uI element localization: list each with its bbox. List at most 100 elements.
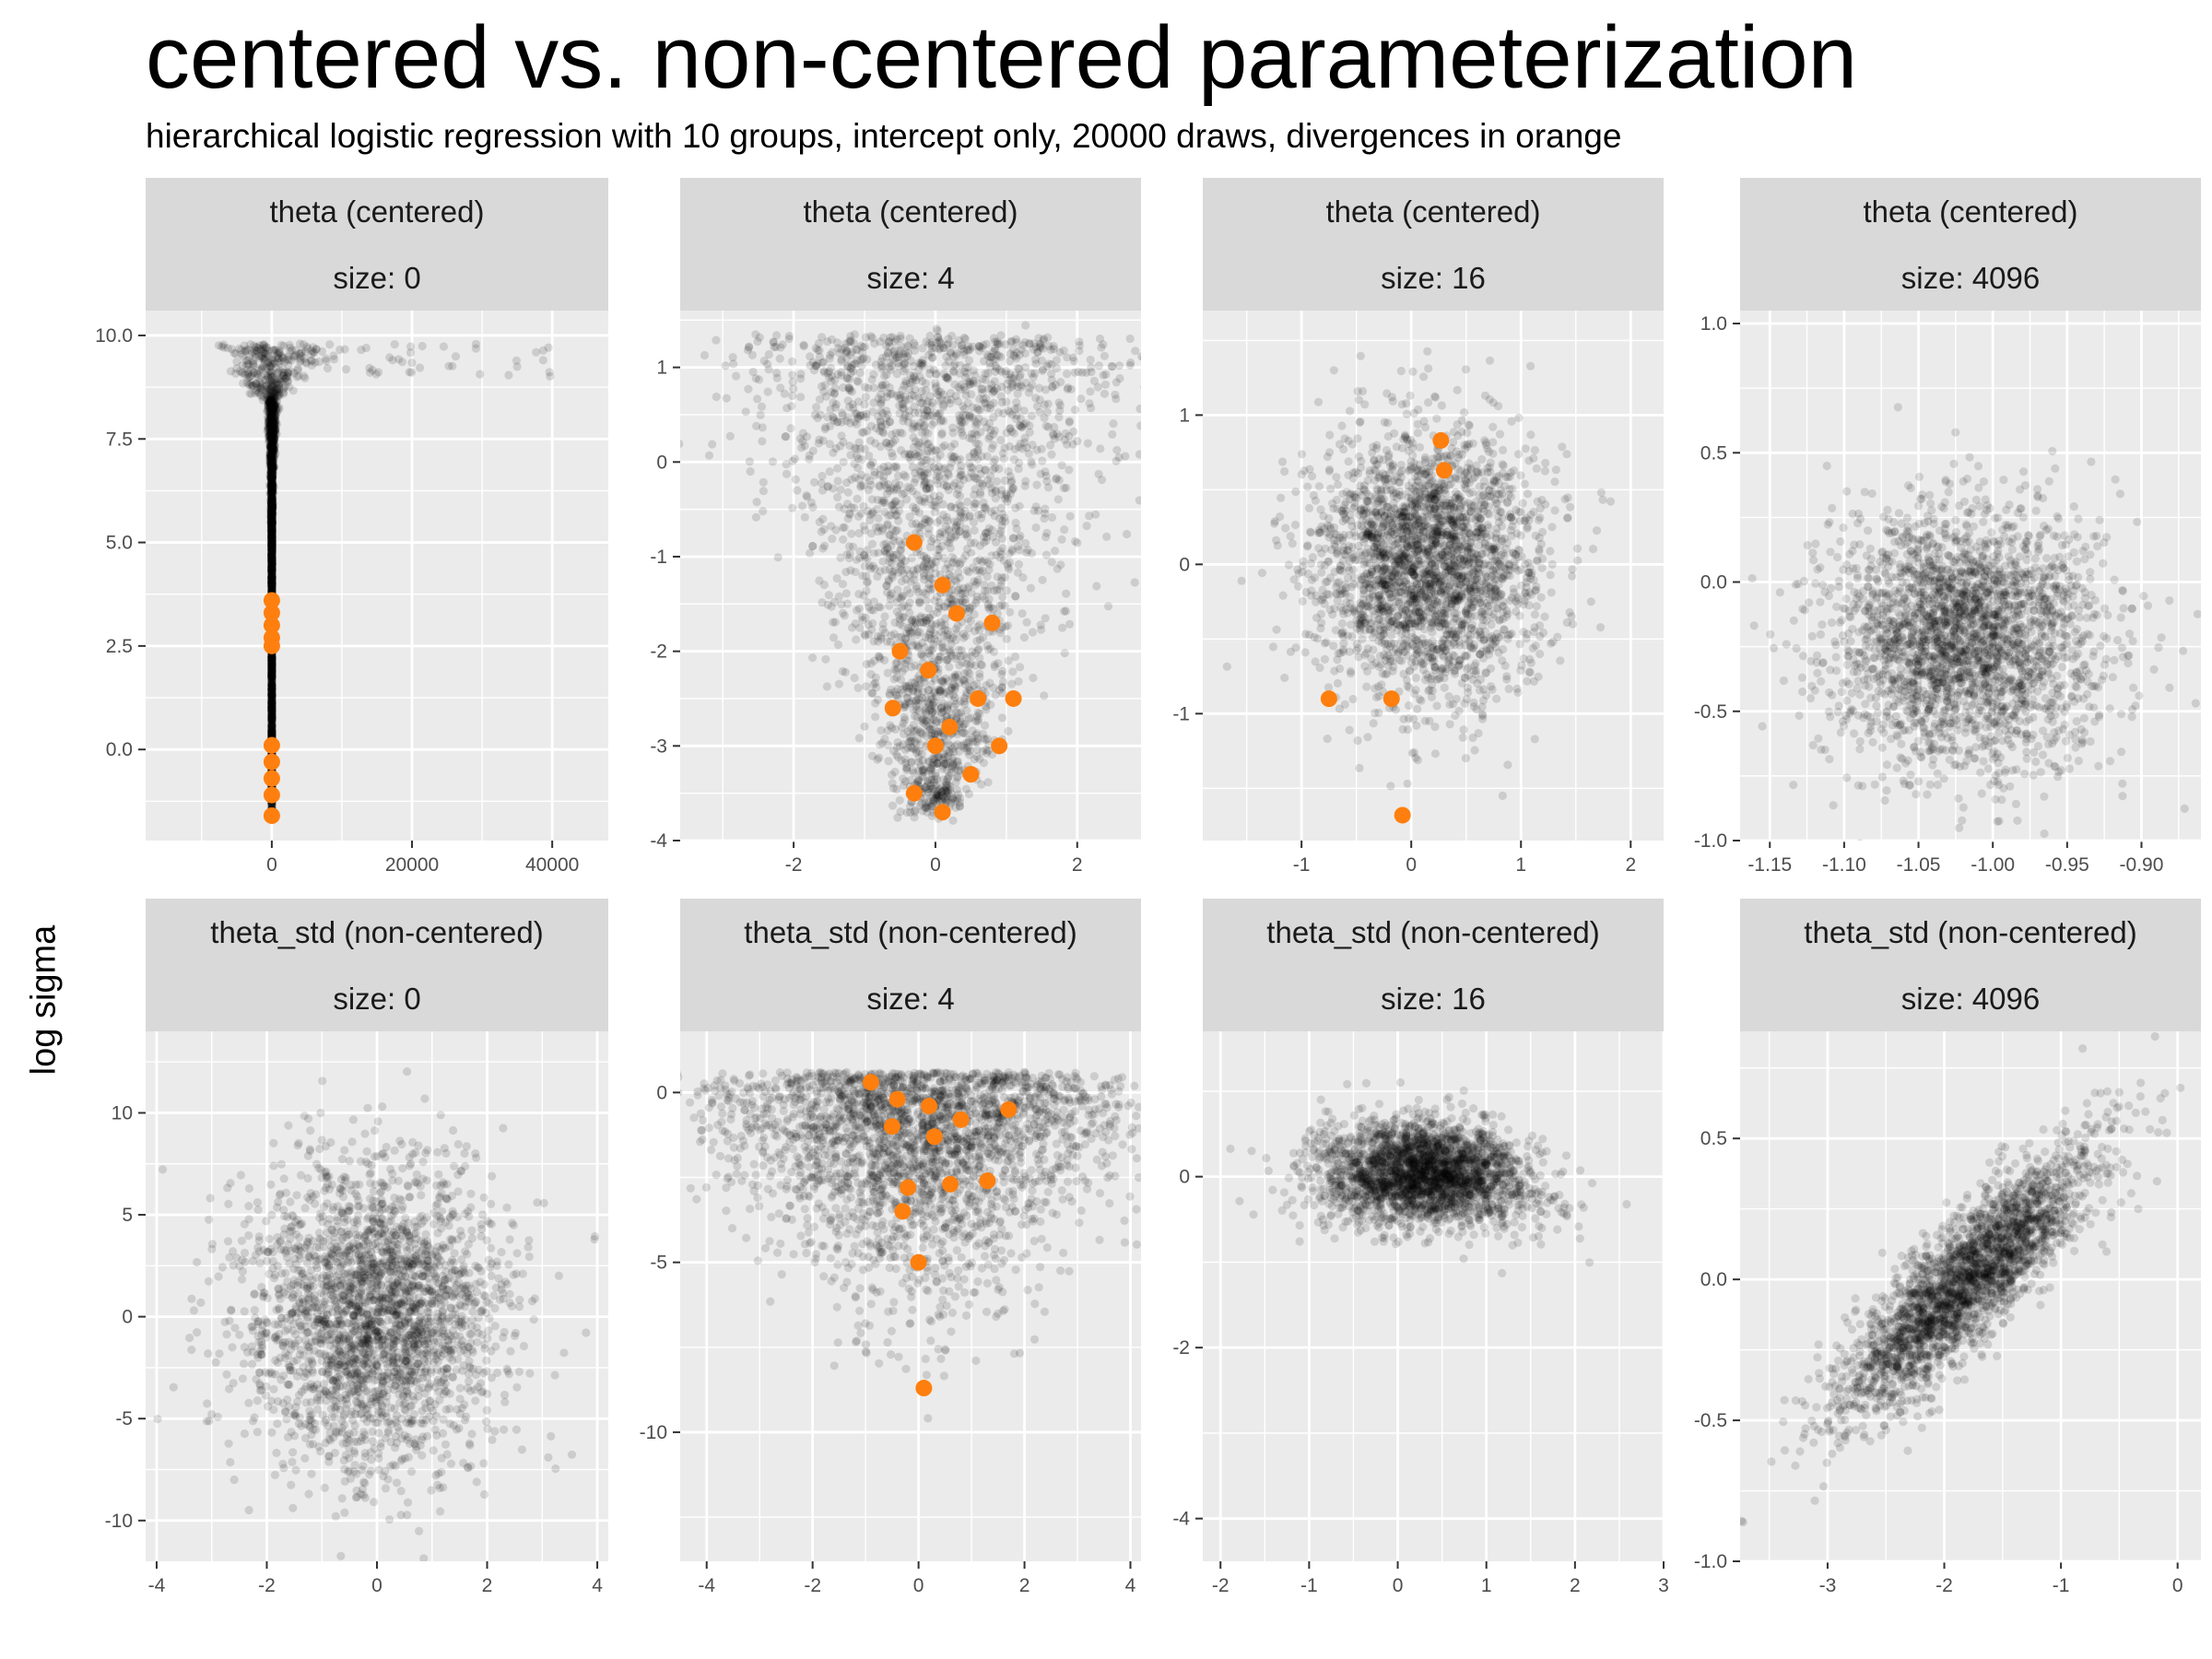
draw-point xyxy=(266,403,276,412)
draw-point xyxy=(267,671,276,680)
draw-point xyxy=(989,647,998,656)
divergence-point xyxy=(263,753,280,771)
chart-title: centered vs. non-centered parameterizati… xyxy=(146,7,1857,109)
draw-point xyxy=(267,557,276,566)
draw-point xyxy=(267,534,276,543)
draw-point xyxy=(970,755,979,764)
draw-point xyxy=(284,376,293,385)
draw-point xyxy=(267,506,276,515)
draw-point xyxy=(267,494,276,503)
draw-point xyxy=(267,686,276,696)
draw-point xyxy=(275,383,284,393)
draw-point xyxy=(268,465,277,474)
draw-point xyxy=(266,456,276,465)
draw-point xyxy=(832,573,841,583)
draw-point xyxy=(267,503,277,512)
draw-point xyxy=(268,429,277,439)
draw-point xyxy=(267,655,276,665)
draw-point xyxy=(732,371,741,381)
draw-point xyxy=(267,684,276,693)
draw-point xyxy=(272,420,281,429)
draw-point xyxy=(266,482,276,491)
draw-point xyxy=(882,489,892,499)
draw-point xyxy=(267,505,276,514)
draw-point xyxy=(251,353,260,362)
draw-point xyxy=(309,347,318,357)
draw-point xyxy=(266,454,276,464)
draw-point xyxy=(267,691,276,701)
draw-point xyxy=(267,556,276,566)
draw-point xyxy=(279,368,288,377)
draw-point xyxy=(268,466,277,476)
draw-point xyxy=(268,504,277,513)
draw-point xyxy=(278,353,288,362)
draw-point xyxy=(255,378,265,387)
draw-point xyxy=(268,446,277,456)
draw-point xyxy=(267,579,276,588)
draw-point xyxy=(265,397,275,407)
draw-point xyxy=(267,576,276,585)
draw-point xyxy=(276,377,285,386)
draw-point xyxy=(267,572,276,582)
draw-point xyxy=(263,359,273,368)
draw-point xyxy=(267,655,276,665)
draw-point xyxy=(241,347,251,356)
draw-point xyxy=(910,341,920,350)
draw-point xyxy=(267,705,276,715)
draw-point xyxy=(512,356,522,365)
draw-point xyxy=(266,496,276,505)
draw-point xyxy=(267,690,276,700)
draw-point xyxy=(267,691,276,700)
draw-point xyxy=(267,726,276,736)
draw-point xyxy=(251,343,260,352)
draw-point xyxy=(265,407,275,417)
draw-point xyxy=(266,440,276,449)
draw-point xyxy=(1077,394,1086,404)
draw-point xyxy=(267,579,276,588)
draw-point xyxy=(274,350,283,359)
draw-point xyxy=(991,690,1000,700)
draw-point xyxy=(267,528,276,537)
draw-point xyxy=(267,703,276,712)
draw-point xyxy=(267,563,276,572)
draw-point xyxy=(240,347,250,356)
draw-point xyxy=(266,517,276,526)
draw-point xyxy=(890,767,900,777)
draw-point xyxy=(388,356,397,365)
draw-point xyxy=(307,349,316,359)
draw-point xyxy=(267,541,276,550)
draw-point xyxy=(270,394,279,404)
draw-point xyxy=(267,484,276,493)
draw-point xyxy=(267,671,276,680)
draw-point xyxy=(788,377,797,387)
draw-point xyxy=(1063,370,1072,379)
draw-point xyxy=(267,710,276,719)
draw-point xyxy=(267,652,276,661)
draw-point xyxy=(267,501,276,511)
draw-point xyxy=(267,559,276,569)
draw-point xyxy=(269,428,278,437)
draw-point xyxy=(986,507,995,517)
draw-point xyxy=(267,552,276,562)
draw-point xyxy=(269,437,278,446)
draw-point xyxy=(267,410,276,419)
draw-point xyxy=(267,468,276,477)
draw-point xyxy=(265,440,275,449)
draw-point xyxy=(265,418,275,427)
draw-point xyxy=(267,694,276,703)
draw-point xyxy=(1053,429,1062,439)
draw-point xyxy=(1094,361,1103,371)
draw-point xyxy=(267,401,276,410)
draw-point xyxy=(268,490,277,500)
x-tick-label: 40000 xyxy=(525,854,579,876)
draw-point xyxy=(271,346,281,355)
draw-point xyxy=(267,572,276,582)
draw-point xyxy=(1027,457,1036,466)
draw-point xyxy=(267,671,276,680)
draw-point xyxy=(960,729,970,738)
draw-point xyxy=(267,664,276,673)
draw-point xyxy=(267,533,276,542)
draw-point xyxy=(307,357,316,366)
draw-point xyxy=(267,533,276,543)
draw-point xyxy=(250,368,259,378)
